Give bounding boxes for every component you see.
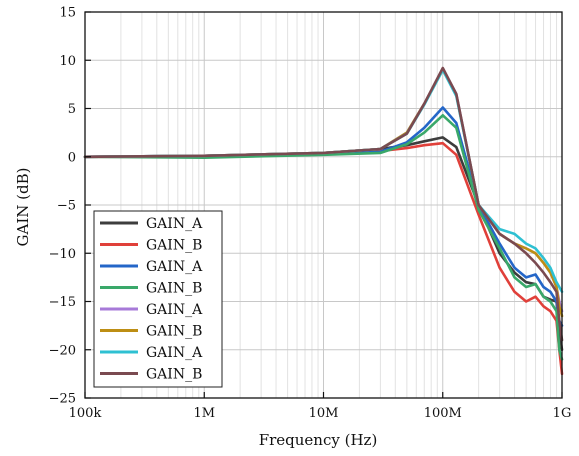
legend: GAIN_A GAIN_B GAIN_A GAIN_B GAIN_A GAIN_B GAIN… (93, 210, 223, 388)
series-line-8 (83, 66, 564, 342)
y-tick-label: 0 (68, 150, 76, 165)
y-tick-label: 10 (59, 54, 76, 69)
y-tick-label: −25 (49, 392, 76, 407)
y-tick-label: −20 (49, 343, 76, 358)
legend-label-7: GAIN_A (146, 345, 203, 361)
y-tick-label: −15 (49, 295, 76, 310)
x-tick-label: 1M (193, 406, 215, 421)
legend-label-8: GAIN_B (146, 367, 202, 383)
legend-label-5: GAIN_A (146, 302, 203, 318)
x-tick-label: 10M (309, 406, 339, 421)
series-lines (83, 66, 564, 376)
x-tick-label: 100k (69, 406, 102, 421)
y-tick-label: −5 (57, 199, 76, 214)
x-axis-title: Frequency (Hz) (259, 431, 378, 449)
y-tick-label: 5 (68, 102, 76, 117)
y-tick-label: −10 (49, 247, 76, 262)
legend-box (93, 210, 223, 388)
legend-label-3: GAIN_A (146, 259, 203, 275)
legend-label-2: GAIN_B (146, 238, 202, 254)
y-tick-label: 15 (59, 6, 76, 21)
legend-label-1: GAIN_A (146, 216, 203, 232)
legend-label-6: GAIN_B (146, 324, 202, 340)
legend-label-4: GAIN_B (146, 281, 202, 297)
x-tick-label: 1G (553, 406, 572, 421)
x-tick-label: 100M (424, 406, 462, 421)
y-axis-title: GAIN (dB) (14, 168, 32, 247)
series-line-4 (83, 114, 564, 361)
axes: 100k 1M 10M 100M 1G 15 10 5 0 −5 −10 −15 −20 −25 (49, 6, 572, 422)
